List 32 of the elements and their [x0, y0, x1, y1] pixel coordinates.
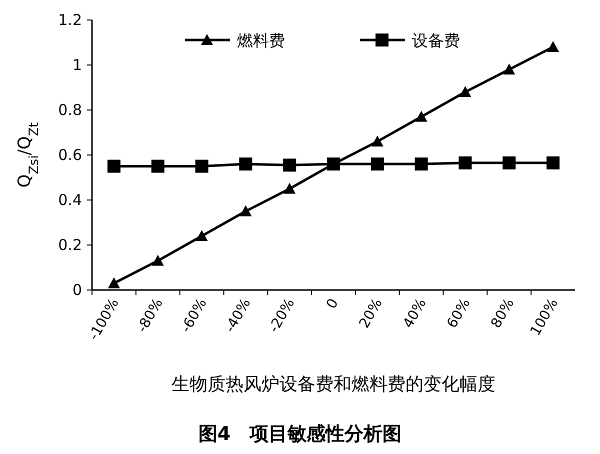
- point: [284, 182, 296, 194]
- point: [239, 158, 252, 170]
- y-tick-label: 1: [72, 56, 82, 74]
- point: [196, 230, 208, 241]
- point: [195, 160, 208, 173]
- y-tick-label: 1.2: [58, 11, 82, 29]
- legend-label: 设备费: [412, 31, 460, 50]
- point: [108, 277, 120, 288]
- point: [414, 158, 428, 170]
- y-tick-label: 0.2: [58, 236, 82, 254]
- point: [503, 64, 516, 74]
- x-tick-label: 0: [324, 296, 342, 312]
- point: [371, 136, 384, 146]
- point: [283, 158, 296, 172]
- point: [151, 160, 164, 173]
- point: [370, 158, 384, 170]
- y-tick-label: 0: [72, 281, 82, 299]
- legend-label: 燃料费: [237, 31, 285, 50]
- point: [547, 41, 560, 52]
- point: [240, 205, 252, 216]
- y-tick-label: 0.6: [58, 146, 82, 164]
- point: [546, 156, 560, 170]
- y-tick-label: 0.8: [58, 101, 82, 119]
- point: [107, 160, 120, 173]
- y-tick-label: 0.4: [58, 191, 82, 209]
- point: [502, 156, 516, 170]
- point: [415, 110, 428, 122]
- point: [152, 254, 164, 266]
- point: [459, 86, 472, 97]
- text: 图4 项目敏感性分析图: [198, 423, 402, 445]
- point: [458, 156, 472, 170]
- x-axis-title: 生物质热风炉设备费和燃料费的变化幅度: [172, 374, 496, 395]
